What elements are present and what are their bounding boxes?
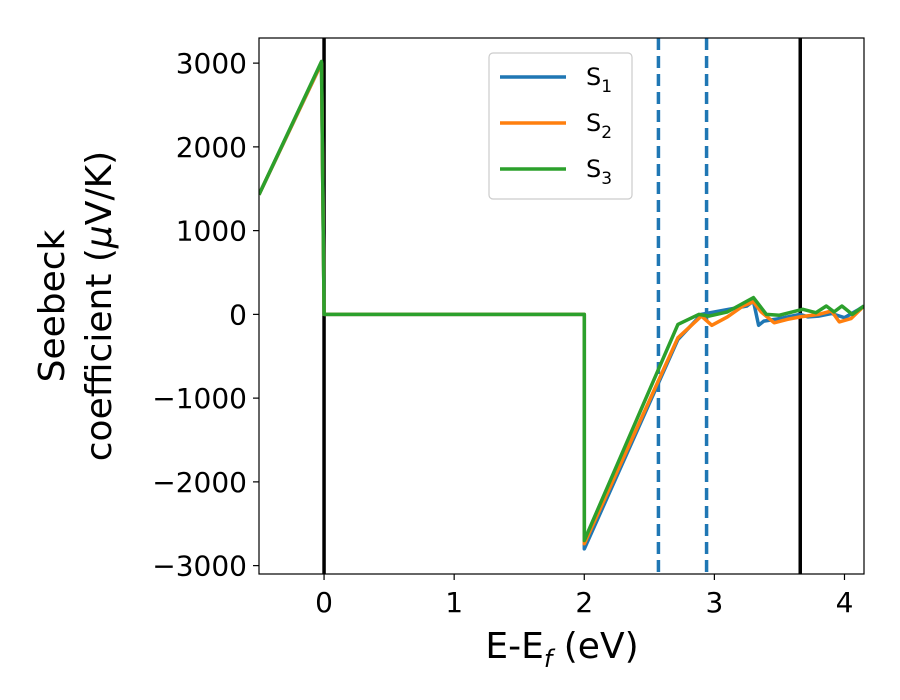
legend-label: S1 bbox=[586, 63, 612, 97]
y-tick-label: 0 bbox=[229, 298, 247, 331]
x-tick-label: 1 bbox=[445, 586, 463, 619]
legend-label: S2 bbox=[586, 109, 612, 143]
legend-item: S3 bbox=[500, 155, 612, 189]
y-tick-label: −2000 bbox=[152, 466, 247, 499]
x-axis: 0 1 2 3 4 bbox=[315, 574, 853, 619]
series-lines bbox=[259, 59, 864, 551]
legend-box bbox=[488, 52, 633, 200]
y-tick-label: −1000 bbox=[152, 382, 247, 415]
x-tick-label: 4 bbox=[836, 586, 854, 619]
y-tick-label: −3000 bbox=[152, 550, 247, 583]
legend-item: S2 bbox=[500, 109, 612, 143]
y-tick-label: 1000 bbox=[176, 215, 247, 248]
legend-item: S1 bbox=[500, 63, 612, 97]
x-tick-label: 3 bbox=[705, 586, 723, 619]
series-line-s3 bbox=[259, 59, 864, 543]
x-tick-label: 0 bbox=[315, 586, 333, 619]
y-axis-label: Seebeck coefficient (μV/K) bbox=[32, 151, 120, 461]
x-tick-label: 2 bbox=[575, 586, 593, 619]
plot-frame bbox=[258, 37, 865, 575]
y-tick-label: 3000 bbox=[176, 47, 247, 80]
y-axis: −3000 −2000 −1000 0 1000 2000 3000 bbox=[152, 47, 259, 583]
y-tick-label: 2000 bbox=[176, 131, 247, 164]
y-axis-label-line1: Seebeck bbox=[32, 229, 73, 382]
y-axis-label-line2: coefficient (μV/K) bbox=[79, 151, 120, 461]
legend: S1 S2 S3 bbox=[488, 52, 633, 200]
x-axis-label: E-Ef (eV) bbox=[485, 626, 638, 673]
legend-label: S3 bbox=[586, 155, 612, 189]
